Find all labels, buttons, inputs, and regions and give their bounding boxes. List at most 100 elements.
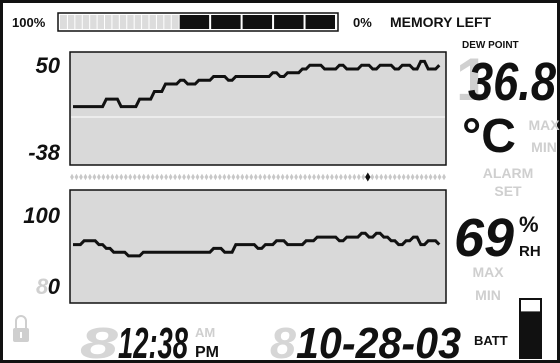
battery-icon (519, 298, 542, 359)
battery-label: BATT (474, 333, 508, 348)
humidity-value: 69 (454, 208, 514, 268)
graph-cursor-tick (249, 173, 254, 181)
graph-cursor-tick (177, 173, 182, 181)
graph-cursor-tick (410, 173, 415, 181)
graph-cursor-tick (312, 173, 316, 181)
graph-cursor-tick (428, 173, 433, 181)
humidity-axis-min: 0 (48, 274, 61, 299)
graph-cursor-tick (262, 173, 267, 181)
graph-cursor-tick (253, 173, 258, 181)
humidity-max-label: MAX (472, 264, 504, 280)
graph-cursor-tick (141, 173, 146, 181)
alarm-set-label: SET (494, 183, 522, 199)
graph-cursor-tick (289, 173, 294, 181)
graph-cursor-tick (352, 173, 357, 181)
graph-cursor-tick (442, 173, 446, 181)
graph-cursor-tick (137, 173, 142, 181)
humidity-axis-max: 100 (23, 203, 60, 228)
graph-cursor-tick (267, 173, 272, 181)
humidity-percent: % (519, 212, 539, 237)
graph-cursor-tick (258, 173, 263, 181)
date-value: 10-28-03 (296, 319, 461, 363)
graph-cursor-tick (209, 173, 213, 181)
graph-cursor-tick (123, 173, 128, 181)
temp-axis-max: 50 (36, 53, 61, 78)
graph-cursor-tick (361, 173, 366, 181)
dew-max-label: MAX (528, 117, 560, 133)
dew-min-label: MIN (531, 139, 557, 155)
graph-cursor-tick (164, 173, 169, 181)
humidity-rh-label: RH (519, 243, 541, 260)
graph-cursor-tick (191, 173, 195, 181)
graph-cursor-tick (231, 173, 236, 181)
graph-cursor-tick (110, 173, 115, 181)
graph-cursor-tick (343, 173, 348, 181)
graph-cursor-tick (235, 173, 240, 181)
graph-cursor-tick (155, 173, 160, 181)
graph-cursor-tick (433, 173, 437, 181)
graph-cursor-tick (150, 173, 155, 181)
graph-cursor-tick (79, 173, 83, 181)
temperature-line (73, 59, 441, 109)
graph-cursor-tick (222, 173, 227, 181)
graph-cursor-tick (159, 173, 164, 181)
graph-cursor-tick (424, 173, 428, 181)
memory-bar-segment (179, 15, 210, 29)
graph-cursor-tick (119, 173, 124, 181)
dew-point-ghost-digit: 1 (456, 46, 489, 113)
humidity-min-label: MIN (475, 287, 501, 303)
graph-cursor-tick (217, 173, 222, 181)
graph-cursor-tick (370, 173, 375, 181)
memory-bar-segment (305, 15, 335, 29)
clock-pm-label: PM (195, 344, 219, 361)
humidity-line (73, 231, 441, 258)
lock-icon (13, 315, 29, 342)
graph-cursor-tick (168, 173, 173, 181)
graph-cursor-tick (294, 173, 299, 181)
date-ghost-digit: 8 (270, 319, 297, 363)
temperature-unit: °C (462, 110, 516, 163)
graph-cursor-tick (406, 173, 411, 181)
clock-ghost-digit: 8 (80, 319, 119, 363)
graph-cursor-tick (182, 173, 186, 181)
graph-cursor-tick (325, 173, 330, 181)
graph-cursor-tick (303, 173, 307, 181)
humidity-trace (73, 231, 441, 258)
graph-cursor-tick (388, 173, 393, 181)
graph-cursor-tick (186, 173, 191, 181)
temperature-trace (73, 59, 441, 109)
graph-cursor-tick (101, 173, 106, 181)
graph-cursor-tick (74, 173, 79, 181)
graph-cursor-tick (392, 173, 397, 181)
dew-point-label: DEW POINT (462, 40, 519, 51)
graph-cursor-tick (397, 173, 402, 181)
memory-bar-segment (242, 15, 273, 29)
graph-cursor-tick (114, 173, 119, 181)
graph-cursor-tick (383, 173, 388, 181)
graph-cursor-tick (195, 173, 200, 181)
alarm-label: ALARM (483, 165, 534, 181)
memory-left-label: MEMORY LEFT (390, 14, 492, 30)
graph-cursor-tick (105, 173, 110, 181)
memory-full-label: 100% (12, 15, 46, 30)
graph-cursor-tick (356, 173, 361, 181)
graph-cursor-tick (83, 173, 88, 181)
graph-cursor-tick (285, 173, 290, 181)
graph-cursor-tick (213, 173, 218, 181)
graph-cursor-tick (401, 173, 406, 181)
graph-cursor-tick (374, 173, 379, 181)
memory-bar (57, 12, 339, 32)
temperature-graph (69, 51, 447, 166)
graph-cursor-tick (146, 173, 151, 181)
graph-cursor-tick (330, 173, 334, 181)
graph-cursor-row[interactable] (70, 172, 446, 182)
clock-time: 12:38 (118, 319, 188, 363)
graph-cursor-marker (365, 172, 371, 182)
graph-cursor-tick (128, 173, 133, 181)
graph-cursor-tick (316, 173, 321, 181)
graph-cursor-tick (244, 173, 249, 181)
graph-cursor-tick (271, 173, 276, 181)
graph-cursor-tick (415, 173, 420, 181)
graph-cursor-tick (280, 173, 285, 181)
